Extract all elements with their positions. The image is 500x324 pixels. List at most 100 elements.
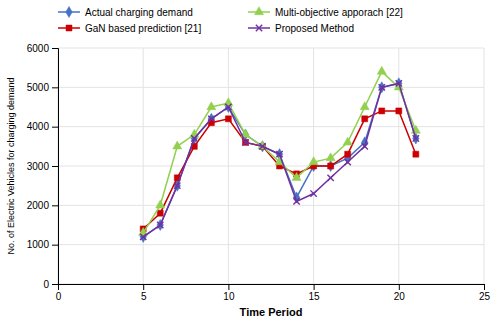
y-tick-line (52, 205, 58, 206)
point (327, 160, 333, 171)
point (362, 143, 368, 149)
y-tick: 1000 (27, 239, 58, 250)
x-tick: 5 (141, 284, 147, 302)
series-line (143, 72, 416, 233)
plot-area (139, 66, 421, 242)
series-line (143, 83, 416, 236)
chart-container: 05101520250100020003000400050006000Time … (0, 0, 500, 324)
y-tick-line (52, 48, 58, 49)
y-tick-label: 6000 (27, 43, 50, 54)
point (207, 102, 216, 110)
legend: Actual charging demand GaN based predicti… (58, 6, 403, 33)
point (328, 163, 334, 169)
y-tick: 5000 (27, 82, 58, 93)
legend-item: Actual charging demand (58, 6, 193, 17)
y-tick-line (52, 127, 58, 128)
point (345, 159, 351, 165)
y-tick-line (52, 166, 58, 167)
point (259, 143, 265, 149)
series (139, 66, 421, 235)
point (208, 116, 214, 122)
point (242, 139, 248, 145)
point (310, 190, 316, 196)
point (293, 198, 299, 204)
x-tick: 25 (479, 284, 491, 302)
point (191, 135, 197, 141)
y-tick-label: 3000 (27, 161, 50, 172)
x-tick-line (484, 284, 485, 290)
x-tick-label: 10 (223, 291, 235, 302)
y-axis-line (52, 49, 59, 285)
y-tick-label: 1000 (27, 239, 50, 250)
legend-swatch-marker (254, 7, 263, 15)
y-tick: 2000 (27, 200, 58, 211)
point (413, 151, 419, 157)
series-line (143, 83, 416, 236)
point (413, 133, 419, 144)
grid (58, 48, 484, 284)
legend-swatch-marker (66, 25, 72, 31)
y-grid-line (58, 244, 484, 245)
point (225, 104, 231, 110)
point (360, 102, 369, 110)
y-grid-line (58, 48, 484, 49)
y-tick-line (52, 87, 58, 88)
y-tick: 4000 (27, 121, 58, 132)
x-tick: 10 (223, 284, 235, 302)
y-tick: 0 (43, 279, 58, 290)
y-grid-line (58, 126, 484, 127)
point (174, 183, 180, 189)
legend-item: Multi-objective apporach [22] (248, 7, 403, 18)
y-grid-line (58, 205, 484, 206)
point (140, 234, 146, 240)
x-tick-label: 5 (141, 291, 147, 302)
x-tick-label: 0 (56, 291, 62, 302)
y-tick-line (52, 284, 58, 285)
series (140, 108, 419, 232)
y-axis-title: No. of Electric Vehicles for charging de… (6, 77, 16, 254)
point (173, 141, 182, 149)
x-tick-line (143, 284, 144, 290)
series (140, 80, 419, 240)
point (309, 157, 318, 165)
point (396, 80, 402, 86)
point (326, 153, 335, 161)
x-tick-label: 15 (309, 291, 321, 302)
point (343, 137, 352, 145)
y-tick-line (52, 245, 58, 246)
point (396, 108, 402, 114)
series (140, 78, 419, 243)
x-tick-line (314, 284, 315, 290)
legend-label: Actual charging demand (85, 7, 193, 18)
x-tick-label: 20 (394, 291, 406, 302)
series-line (143, 111, 416, 229)
legend-label: Proposed Method (275, 23, 354, 34)
x-axis: 0 5 10 15 20 25 (56, 284, 491, 302)
point (362, 116, 368, 122)
x-tick: 20 (394, 284, 406, 302)
point (327, 175, 333, 181)
y-axis: 0 1000 2000 3000 4000 5000 6000 (27, 43, 59, 290)
point (379, 108, 385, 114)
legend-label: Multi-objective apporach [22] (275, 7, 403, 18)
x-axis-line (59, 285, 485, 291)
point (377, 66, 386, 74)
point (156, 200, 165, 208)
y-grid-line (58, 87, 484, 88)
y-tick-label: 2000 (27, 200, 50, 211)
point (225, 116, 231, 122)
legend-swatch-marker (66, 6, 72, 17)
x-tick-line (228, 284, 229, 290)
x-tick: 0 (56, 284, 62, 302)
point (292, 173, 301, 181)
x-tick-line (399, 284, 400, 290)
legend-swatch-marker (256, 25, 262, 31)
legend-item: Proposed Method (248, 23, 354, 34)
x-tick-label: 25 (479, 291, 491, 302)
point (157, 222, 163, 228)
point (379, 84, 385, 90)
point (413, 135, 419, 141)
point (157, 210, 163, 216)
y-tick-label: 4000 (27, 121, 50, 132)
legend-item: GaN based prediction [21] (58, 23, 201, 34)
